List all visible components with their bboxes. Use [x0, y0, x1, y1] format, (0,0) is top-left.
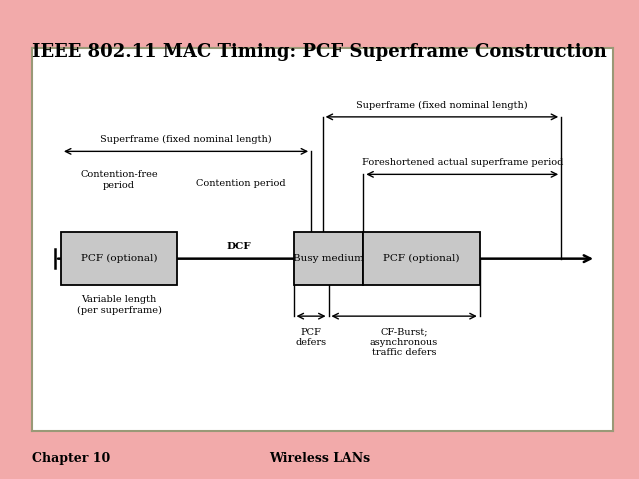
- Text: Wireless LANs: Wireless LANs: [269, 452, 370, 465]
- Text: Variable length
(per superframe): Variable length (per superframe): [77, 295, 162, 315]
- Text: PCF (optional): PCF (optional): [383, 254, 460, 263]
- Text: PCF (optional): PCF (optional): [81, 254, 157, 263]
- Text: Contention period: Contention period: [196, 179, 286, 188]
- Text: IEEE 802.11 MAC Timing: PCF Superframe Construction: IEEE 802.11 MAC Timing: PCF Superframe C…: [32, 43, 606, 61]
- Bar: [294, 232, 364, 285]
- Bar: [364, 232, 480, 285]
- Text: Chapter 10: Chapter 10: [32, 452, 110, 465]
- Text: Superframe (fixed nominal length): Superframe (fixed nominal length): [100, 136, 272, 145]
- Text: Busy medium: Busy medium: [293, 254, 364, 263]
- Text: DCF: DCF: [226, 242, 250, 251]
- Text: Foreshortened actual superframe period: Foreshortened actual superframe period: [362, 159, 563, 168]
- Text: PCF
defers: PCF defers: [295, 328, 327, 347]
- Bar: [61, 232, 177, 285]
- Text: Superframe (fixed nominal length): Superframe (fixed nominal length): [356, 101, 528, 110]
- Text: CF-Burst;
asynchronous
traffic defers: CF-Burst; asynchronous traffic defers: [370, 328, 438, 357]
- Text: Contention-free
period: Contention-free period: [81, 170, 158, 190]
